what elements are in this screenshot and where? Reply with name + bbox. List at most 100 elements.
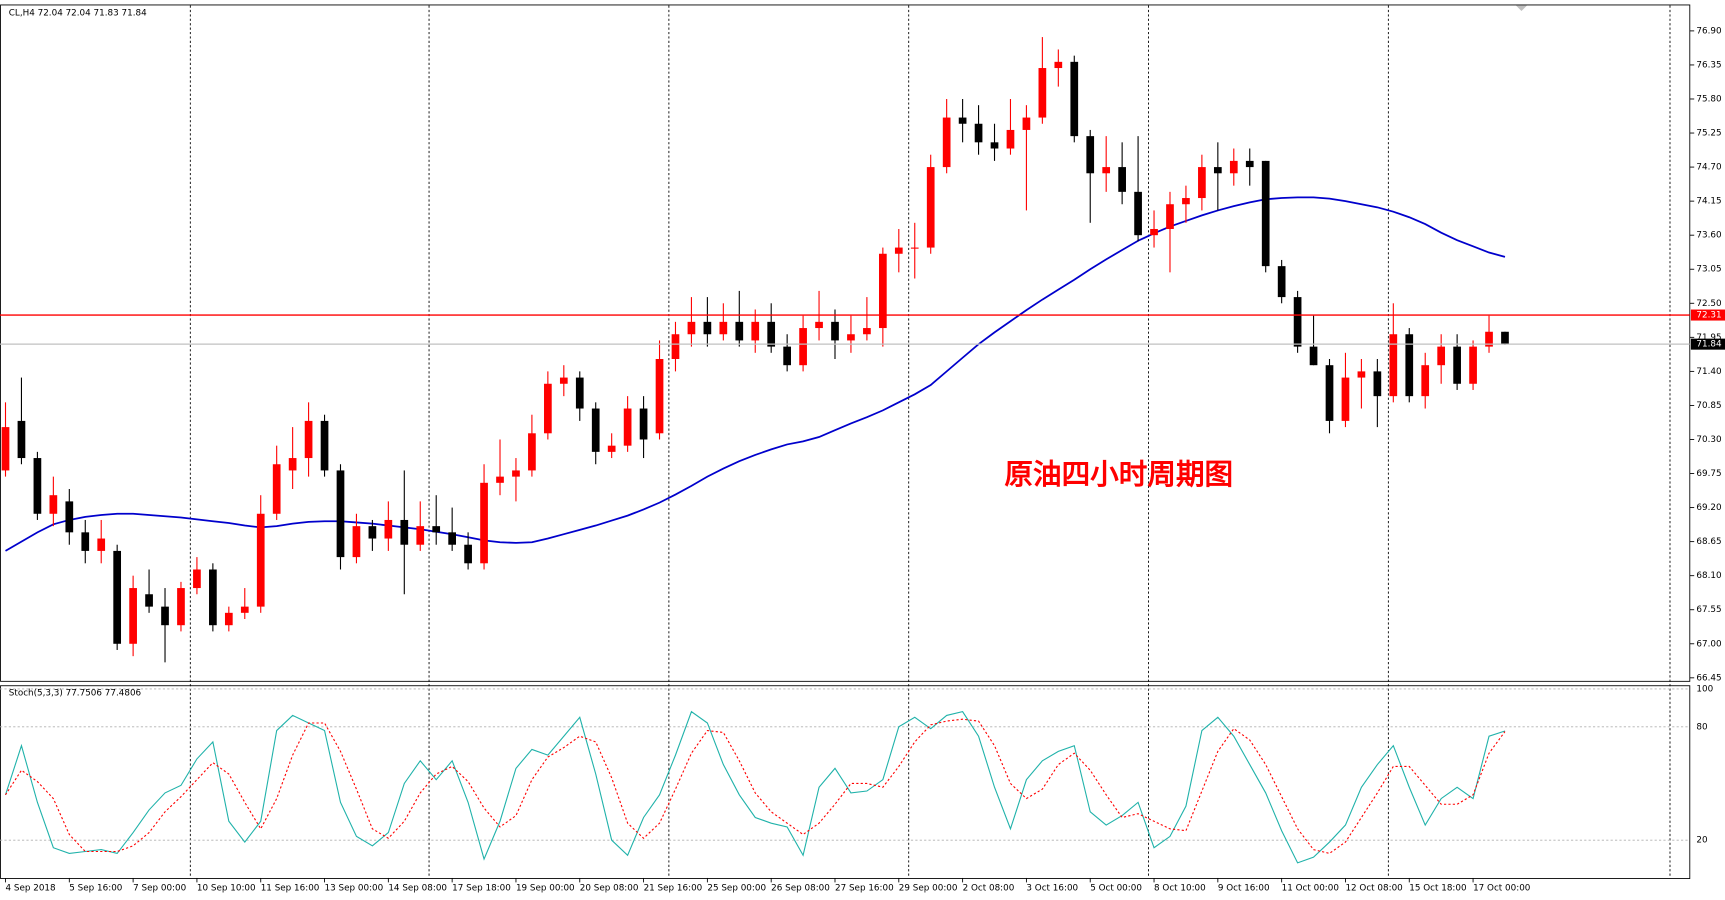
candle-body	[783, 346, 791, 366]
x-tick-label: 11 Sep 16:00	[261, 883, 320, 893]
candle-body	[767, 321, 776, 347]
candle-body	[639, 408, 648, 440]
x-tick-label: 29 Sep 00:00	[899, 883, 958, 893]
candle-body	[1038, 68, 1047, 118]
candle-body	[33, 458, 42, 514]
candle-body	[1182, 198, 1190, 205]
candle-body	[1229, 160, 1238, 174]
candle-body	[17, 420, 26, 459]
x-tick-label: 2 Oct 08:00	[963, 883, 1015, 893]
candle-body	[703, 321, 712, 335]
candle-body	[910, 247, 919, 249]
y-tick-label: 71.95	[1696, 333, 1721, 343]
price-label: 71.84	[1696, 340, 1722, 350]
candle-body	[1261, 160, 1270, 267]
y-tick-label: 68.65	[1696, 537, 1721, 547]
x-tick-label: 5 Sep 16:00	[69, 883, 122, 893]
scroll-marker	[1515, 5, 1527, 12]
price-label-box	[1690, 309, 1725, 321]
x-tick-label: 19 Sep 00:00	[516, 883, 575, 893]
candle-body	[1501, 331, 1509, 345]
candle-body	[1277, 266, 1286, 298]
candle-body	[304, 420, 313, 459]
candle-body	[1437, 346, 1446, 366]
candle-body	[1245, 160, 1254, 168]
stoch-title: Stoch(5,3,3) 77.7506 77.4806	[9, 688, 142, 698]
x-tick-label: 7 Sep 00:00	[133, 883, 186, 893]
x-tick-label: 5 Oct 00:00	[1090, 883, 1142, 893]
candle-body	[129, 588, 137, 644]
candle-body	[209, 569, 217, 626]
candle-body	[224, 612, 233, 626]
candle-body	[177, 588, 185, 626]
candle-body	[1309, 346, 1318, 366]
candle-body	[1421, 365, 1430, 397]
x-tick-label: 21 Sep 16:00	[644, 883, 703, 893]
stoch-line	[4, 710, 1506, 864]
candle-body	[990, 142, 999, 149]
x-tick-label: 8 Oct 10:00	[1154, 883, 1206, 893]
candle-body	[81, 532, 90, 551]
candle-body	[926, 167, 935, 248]
y-tick-label: 66.45	[1696, 673, 1721, 683]
candle-body	[352, 526, 361, 558]
candle-body	[719, 321, 728, 335]
candle-body	[448, 532, 457, 545]
y-tick-label: 71.40	[1696, 367, 1722, 377]
price-label: 72.31	[1696, 311, 1721, 321]
candle-body	[1022, 117, 1031, 130]
candle-body	[591, 408, 600, 452]
candle-body	[655, 359, 664, 434]
x-tick-label: 17 Sep 18:00	[452, 883, 511, 893]
chart-title: CL,H4 72.04 72.04 71.83 71.84	[9, 9, 147, 19]
candle-body	[1485, 331, 1493, 347]
candle-body	[1373, 371, 1382, 397]
candle-body	[1166, 204, 1174, 229]
candle-body	[879, 253, 887, 329]
candle-body	[161, 606, 169, 626]
stoch-line	[5, 718, 1506, 854]
candle-body	[1006, 129, 1015, 149]
candle-body	[671, 334, 680, 360]
candle-body	[1054, 61, 1063, 69]
candle-body	[272, 464, 281, 514]
candle-body	[1293, 297, 1302, 347]
candle-body	[1134, 191, 1142, 236]
y-tick-label: 73.60	[1696, 231, 1722, 241]
candle-body	[894, 247, 903, 254]
x-tick-label: 9 Oct 16:00	[1218, 883, 1270, 893]
candle-body	[496, 476, 504, 483]
candle-body	[1389, 334, 1398, 397]
candle-body	[336, 470, 345, 558]
y-tick-label: 100	[1696, 684, 1713, 694]
candle-body	[863, 328, 871, 335]
candle-body	[256, 513, 265, 607]
y-tick-label: 76.35	[1696, 60, 1721, 70]
y-tick-label: 69.20	[1696, 503, 1722, 513]
candle-body	[735, 321, 744, 341]
candle-body	[799, 328, 807, 366]
y-tick-label: 70.30	[1696, 435, 1722, 445]
price-label-box	[1690, 338, 1725, 350]
candle-body	[65, 501, 74, 533]
x-tick-label: 13 Sep 00:00	[325, 883, 384, 893]
main-panel-frame	[0, 4, 1691, 682]
candle-body	[1102, 167, 1111, 174]
candle-body	[1357, 371, 1366, 378]
candle-body	[575, 377, 584, 409]
stoch-panel-frame	[0, 685, 1691, 879]
candle-body	[1070, 61, 1079, 137]
candle-body	[400, 519, 409, 545]
y-tick-label: 69.75	[1696, 469, 1721, 479]
candle-body	[1198, 167, 1206, 199]
candle-body	[1, 427, 10, 471]
x-tick-label: 3 Oct 16:00	[1026, 883, 1078, 893]
candle-body	[815, 321, 823, 329]
x-tick-label: 11 Oct 00:00	[1282, 883, 1340, 893]
candle-body	[1469, 346, 1477, 384]
y-tick-label: 80	[1696, 722, 1708, 732]
candle-body	[368, 526, 377, 539]
candle-body	[240, 606, 249, 613]
y-tick-label: 67.00	[1696, 639, 1722, 649]
candle-body	[751, 321, 760, 341]
